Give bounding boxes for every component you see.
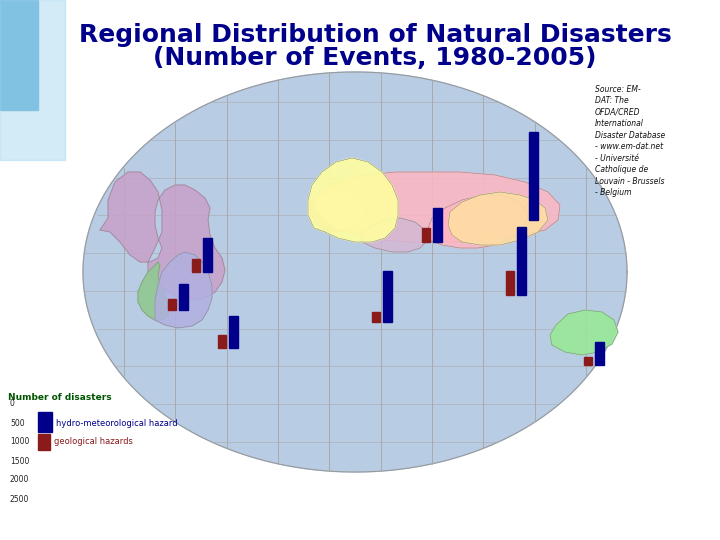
Polygon shape [308, 158, 398, 242]
Bar [372, 313, 379, 322]
Bar [168, 299, 176, 310]
Bar [529, 132, 538, 220]
Bar [433, 207, 442, 242]
Text: 1000: 1000 [10, 437, 30, 447]
Polygon shape [448, 192, 548, 245]
Bar [38, 412, 52, 432]
Polygon shape [155, 252, 212, 328]
Text: (Number of Events, 1980-2005): (Number of Events, 1980-2005) [153, 46, 597, 70]
Bar [203, 238, 212, 272]
Polygon shape [310, 190, 365, 232]
Text: Regional Distribution of Natural Disasters: Regional Distribution of Natural Disaste… [78, 23, 671, 47]
Bar [0, 0, 38, 110]
Text: hydro-meteorological hazard: hydro-meteorological hazard [56, 418, 178, 428]
Polygon shape [83, 72, 627, 472]
Polygon shape [100, 172, 225, 300]
Text: Source: EM-
DAT: The
OFDA/CRED
International
Disaster Database
- www.em-dat.net
: Source: EM- DAT: The OFDA/CRED Internati… [595, 85, 665, 197]
Polygon shape [428, 195, 528, 248]
Bar [506, 271, 513, 295]
Bar [192, 259, 199, 272]
Bar [595, 342, 604, 365]
Polygon shape [360, 218, 428, 252]
Text: 2000: 2000 [10, 476, 30, 484]
Bar [584, 357, 592, 365]
Bar [383, 271, 392, 322]
Bar [517, 227, 526, 295]
Bar [229, 316, 238, 348]
Text: 500: 500 [10, 418, 24, 428]
Polygon shape [315, 172, 560, 242]
Bar [179, 284, 188, 310]
Polygon shape [550, 310, 618, 355]
Bar [38, 434, 50, 450]
Bar [218, 335, 225, 348]
Text: geological hazards: geological hazards [54, 437, 133, 447]
Text: Number of disasters: Number of disasters [8, 393, 112, 402]
Text: 1500: 1500 [10, 456, 30, 465]
Bar [422, 228, 430, 242]
Text: 2500: 2500 [10, 495, 30, 503]
Text: 0: 0 [10, 400, 15, 408]
Bar [0, 0, 65, 160]
Polygon shape [138, 262, 168, 320]
